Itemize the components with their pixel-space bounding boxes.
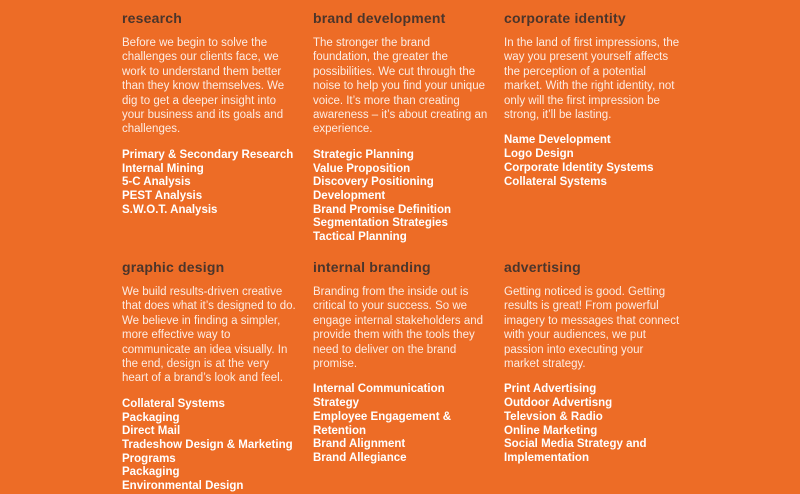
service-item: Segmentation Strategies: [313, 217, 448, 230]
service-list: Print Advertising Outdoor Advertisng Telev…: [504, 383, 686, 465]
service-item: Packaging: [122, 411, 180, 424]
service-item: Discovery Positioning Development: [313, 176, 434, 202]
service-list: Collateral Systems Packaging Direct Mail Tr…: [122, 398, 304, 494]
section-graphic-design: graphic design We build results-driven c…: [122, 259, 304, 494]
service-item: Tactical Planning: [313, 231, 407, 244]
section-description: We build results-driven creative that do…: [122, 286, 296, 385]
service-item: Logo Design: [504, 148, 574, 161]
service-list: Name Development Logo Design Corporate Ide…: [504, 134, 686, 189]
service-item: Print Advertising: [504, 383, 597, 396]
section-description: Getting noticed is good. Getting results…: [504, 286, 680, 371]
service-item: Employee Engagement & Retention: [313, 410, 452, 437]
section-title: corporate identity: [504, 10, 626, 26]
section-corporate-identity: corporate identity In the land of first …: [504, 10, 686, 259]
service-item: Brand Allegiance: [313, 451, 407, 464]
service-item: Brand Alignment: [313, 438, 406, 451]
section-research: research Before we begin to solve the ch…: [122, 10, 304, 259]
service-item: Internal Mining: [122, 162, 204, 175]
section-title: brand development: [313, 10, 446, 26]
service-item: Social Media Strategy and Implementation: [504, 438, 647, 464]
service-list: Strategic Planning Value Proposition Disco…: [313, 149, 495, 245]
service-item: Tradeshow Design & Marketing Programs: [122, 438, 293, 465]
section-description: The stronger the brand foundation, the g…: [313, 37, 488, 136]
service-item: Collateral Systems: [504, 175, 607, 188]
section-title: graphic design: [122, 259, 225, 275]
service-item: Online Marketing: [504, 424, 598, 437]
service-list: Internal Communication Strategy Employee …: [313, 383, 495, 465]
service-item: Primary & Secondary Research: [122, 148, 294, 161]
service-item: Direct Mail: [122, 425, 181, 438]
service-list: Primary & Secondary Research Internal Min…: [122, 149, 304, 218]
service-item: 5-C Analysis: [122, 176, 191, 189]
section-description: In the land of first impressions, the wa…: [504, 37, 680, 122]
section-description: Before we begin to solve the challenges …: [122, 37, 285, 136]
service-item: Packaging: [122, 466, 180, 479]
service-item: Televsion & Radio: [504, 410, 603, 423]
section-title: advertising: [504, 259, 581, 275]
section-description: Branding from the inside out is critical…: [313, 286, 484, 371]
service-item: Corporate Identity Systems: [504, 161, 654, 174]
service-item: Name Development: [504, 134, 611, 147]
service-item: Environmental Design: [122, 480, 244, 493]
service-item: S.W.O.T. Analysis: [122, 203, 218, 216]
service-item: Collateral Systems: [122, 397, 225, 410]
service-item: Brand Promise Definition: [313, 203, 452, 216]
service-item: Outdoor Advertisng: [504, 397, 613, 410]
section-title: internal branding: [313, 259, 431, 275]
service-item: Strategic Planning: [313, 148, 414, 161]
section-internal-branding: internal branding Branding from the insi…: [313, 259, 495, 494]
service-item: Internal Communication Strategy: [313, 383, 445, 410]
section-advertising: advertising Getting noticed is good. Get…: [504, 259, 686, 494]
section-title: research: [122, 10, 182, 26]
section-brand-development: brand development The stronger the brand…: [313, 10, 495, 259]
service-item: Value Proposition: [313, 162, 411, 175]
service-item: PEST Analysis: [122, 189, 203, 202]
